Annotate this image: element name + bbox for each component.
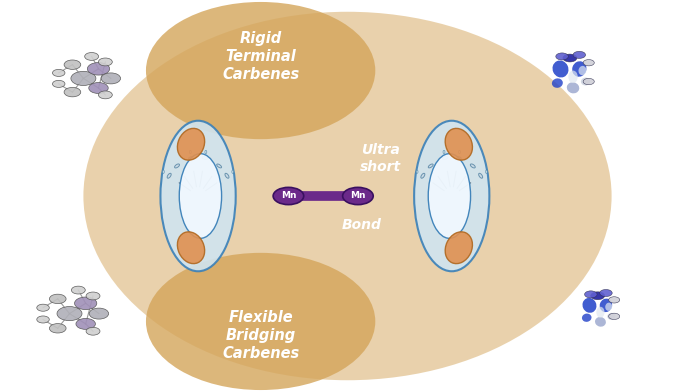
- Text: Mn: Mn: [281, 192, 296, 200]
- Ellipse shape: [609, 313, 620, 319]
- Ellipse shape: [582, 314, 591, 322]
- Ellipse shape: [64, 87, 81, 97]
- Ellipse shape: [86, 292, 100, 300]
- Text: Ultra
short: Ultra short: [360, 143, 402, 174]
- Ellipse shape: [163, 170, 164, 173]
- Text: Bond: Bond: [341, 218, 382, 232]
- Ellipse shape: [445, 128, 473, 160]
- Ellipse shape: [443, 151, 445, 154]
- Ellipse shape: [177, 128, 204, 160]
- Ellipse shape: [582, 298, 596, 313]
- Ellipse shape: [567, 82, 579, 93]
- Ellipse shape: [71, 71, 96, 85]
- Ellipse shape: [85, 53, 99, 60]
- Ellipse shape: [607, 313, 616, 320]
- Ellipse shape: [343, 187, 373, 205]
- Ellipse shape: [57, 307, 82, 321]
- Ellipse shape: [421, 173, 425, 178]
- Ellipse shape: [205, 151, 207, 154]
- Ellipse shape: [161, 121, 236, 271]
- Ellipse shape: [146, 2, 375, 139]
- Ellipse shape: [37, 316, 49, 323]
- Ellipse shape: [188, 157, 194, 160]
- Ellipse shape: [76, 318, 95, 329]
- Ellipse shape: [167, 173, 171, 178]
- Ellipse shape: [189, 151, 191, 154]
- Ellipse shape: [232, 170, 234, 173]
- Ellipse shape: [442, 157, 448, 160]
- Ellipse shape: [552, 78, 563, 88]
- Ellipse shape: [584, 291, 597, 298]
- Ellipse shape: [177, 232, 204, 264]
- Ellipse shape: [445, 232, 473, 264]
- Ellipse shape: [605, 303, 612, 311]
- Ellipse shape: [202, 157, 208, 160]
- Ellipse shape: [553, 60, 569, 78]
- Ellipse shape: [569, 71, 578, 83]
- Ellipse shape: [72, 286, 85, 294]
- Ellipse shape: [456, 157, 461, 160]
- Ellipse shape: [595, 317, 606, 327]
- Ellipse shape: [88, 63, 110, 75]
- Ellipse shape: [600, 289, 612, 297]
- Ellipse shape: [89, 83, 108, 93]
- Ellipse shape: [99, 91, 113, 99]
- Ellipse shape: [37, 304, 49, 311]
- Ellipse shape: [416, 170, 418, 173]
- Ellipse shape: [573, 51, 586, 58]
- Ellipse shape: [99, 58, 113, 66]
- Ellipse shape: [556, 53, 569, 60]
- Ellipse shape: [563, 54, 577, 62]
- Text: Rigid
Terminal
Carbenes: Rigid Terminal Carbenes: [222, 31, 300, 82]
- Ellipse shape: [583, 78, 594, 85]
- Ellipse shape: [217, 164, 222, 168]
- Ellipse shape: [428, 154, 471, 238]
- Ellipse shape: [578, 66, 587, 75]
- Ellipse shape: [179, 154, 222, 238]
- Ellipse shape: [583, 60, 594, 66]
- Ellipse shape: [146, 253, 375, 390]
- Ellipse shape: [596, 307, 605, 318]
- Ellipse shape: [428, 164, 433, 168]
- Ellipse shape: [52, 69, 65, 76]
- Ellipse shape: [49, 294, 66, 303]
- Ellipse shape: [600, 299, 612, 312]
- Ellipse shape: [486, 170, 487, 173]
- Ellipse shape: [581, 78, 590, 85]
- Ellipse shape: [414, 121, 489, 271]
- Ellipse shape: [174, 164, 179, 168]
- Ellipse shape: [225, 173, 229, 178]
- Text: Flexible
Bridging
Carbenes: Flexible Bridging Carbenes: [222, 310, 300, 361]
- Text: Mn: Mn: [350, 192, 366, 200]
- Ellipse shape: [471, 164, 475, 168]
- Ellipse shape: [89, 308, 108, 319]
- Ellipse shape: [83, 12, 612, 380]
- Ellipse shape: [459, 151, 461, 154]
- Ellipse shape: [86, 327, 100, 335]
- Ellipse shape: [101, 73, 120, 84]
- Ellipse shape: [52, 80, 65, 87]
- Ellipse shape: [273, 187, 304, 205]
- Ellipse shape: [74, 297, 97, 310]
- Ellipse shape: [572, 61, 587, 77]
- Ellipse shape: [64, 60, 81, 69]
- Ellipse shape: [609, 297, 620, 303]
- Ellipse shape: [49, 324, 66, 333]
- Ellipse shape: [479, 173, 482, 178]
- Ellipse shape: [591, 292, 605, 299]
